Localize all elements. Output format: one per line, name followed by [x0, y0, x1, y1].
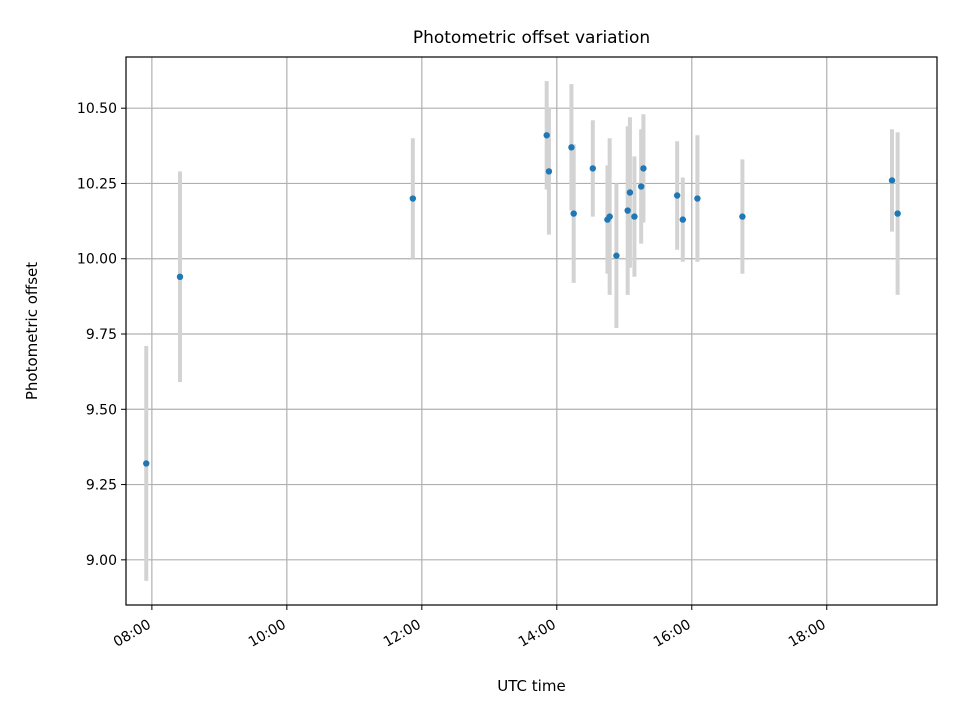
data-point [568, 144, 575, 151]
data-point [613, 252, 620, 259]
data-point [589, 165, 597, 172]
data-point [679, 216, 686, 223]
y-tick-label: 9.00 [86, 553, 117, 569]
data-point [143, 460, 150, 467]
data-point [888, 177, 896, 184]
point-layer [143, 132, 901, 467]
data-point [570, 210, 577, 217]
data-point [606, 213, 613, 220]
data-point [543, 132, 550, 139]
data-point [631, 213, 638, 220]
x-axis-label: UTC time [497, 677, 565, 695]
x-axis: 08:00 10:00 12:00 14:00 16:00 18:00 [111, 605, 829, 651]
grid-layer [126, 57, 937, 605]
y-axis: 9.00 9.25 9.50 9.75 10.00 10.25 10.50 [77, 101, 126, 569]
data-point [176, 273, 184, 281]
data-point [673, 192, 681, 199]
data-point [894, 210, 901, 217]
data-point [545, 168, 553, 175]
data-point [409, 195, 417, 202]
errorbar-layer [144, 81, 900, 581]
x-tick-label: 18:00 [786, 617, 829, 651]
y-tick-label: 9.75 [86, 327, 117, 343]
data-point [637, 183, 645, 190]
x-tick-label: 08:00 [111, 617, 154, 651]
x-tick-label: 10:00 [246, 617, 289, 651]
y-tick-label: 10.25 [77, 176, 117, 192]
y-tick-label: 9.25 [86, 478, 117, 494]
data-point [626, 189, 634, 196]
x-tick-label: 12:00 [381, 617, 424, 651]
data-point [694, 195, 701, 202]
data-point [624, 207, 631, 214]
data-point [640, 165, 647, 172]
data-point [739, 213, 746, 220]
chart-title: Photometric offset variation [413, 28, 650, 48]
y-axis-label: Photometric offset [23, 262, 41, 400]
y-tick-label: 10.50 [77, 101, 117, 117]
x-tick-label: 16:00 [651, 617, 694, 651]
x-tick-label: 14:00 [516, 617, 559, 651]
y-tick-label: 9.50 [86, 402, 117, 418]
plot-frame [125, 56, 938, 606]
y-tick-label: 10.00 [77, 252, 117, 268]
